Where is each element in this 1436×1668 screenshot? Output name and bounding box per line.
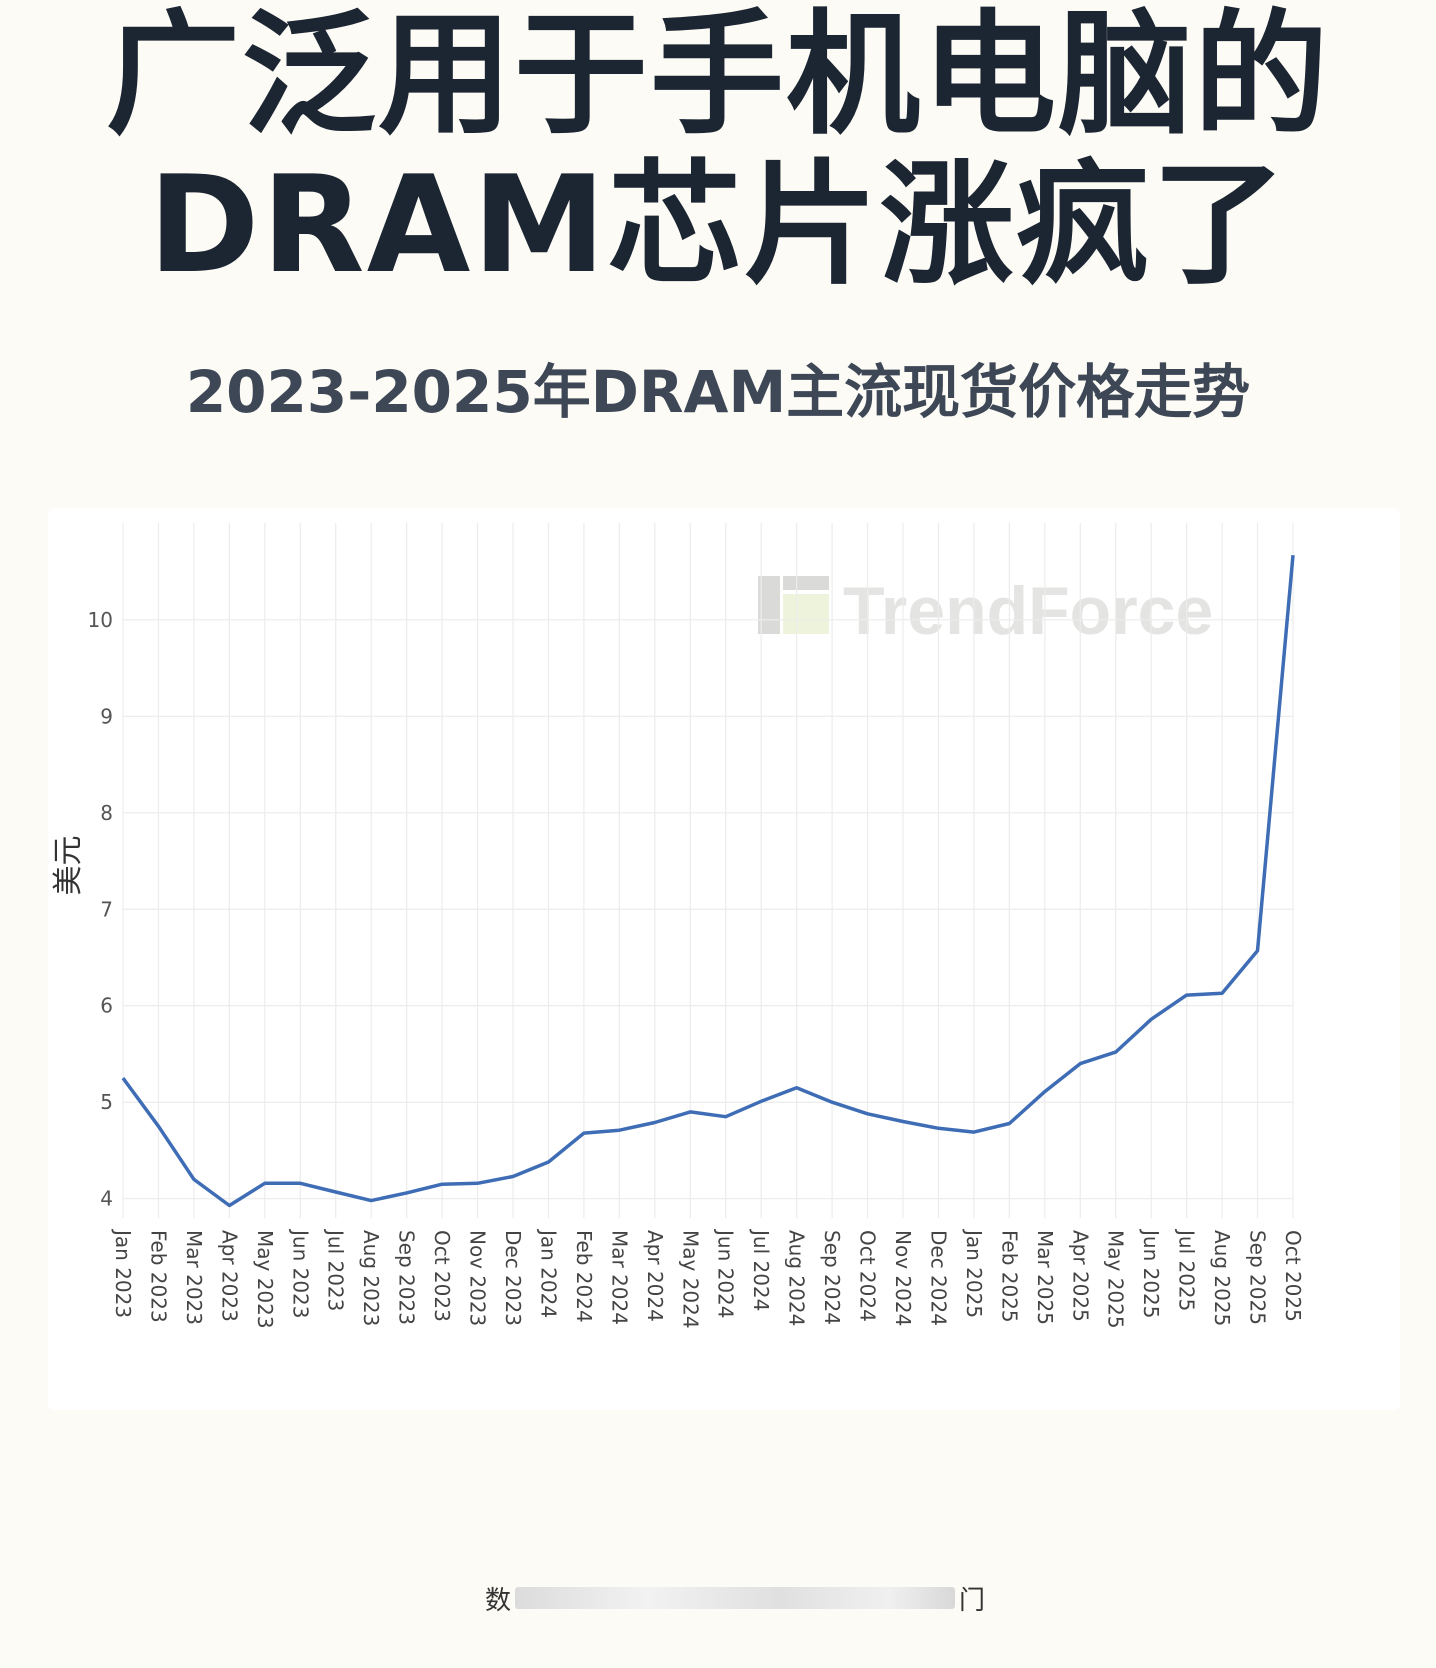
x-tick-label: Aug 2024 xyxy=(785,1230,809,1326)
headline-line-2: DRAM芯片涨疯了 xyxy=(148,147,1288,303)
footer-caption: 数 门 xyxy=(485,1578,985,1618)
x-tick-label: Jun 2024 xyxy=(714,1228,738,1319)
x-tick-label: Sep 2025 xyxy=(1246,1230,1270,1325)
x-tick-label: Oct 2024 xyxy=(856,1230,880,1322)
x-tick-label: May 2025 xyxy=(1104,1230,1128,1329)
x-tick-label: Sep 2023 xyxy=(395,1230,419,1325)
x-tick-label: Oct 2025 xyxy=(1281,1230,1305,1322)
x-tick-label: Nov 2023 xyxy=(466,1230,490,1326)
headline-line-1: 广泛用于手机电脑的 xyxy=(105,0,1330,153)
y-tick-label: 4 xyxy=(100,1187,113,1211)
x-tick-label: Jul 2025 xyxy=(1175,1228,1199,1311)
price-line-chart: TrendForce 4 5 6 7 8 9 10 Jan 2023 Feb 2023 Mar … xyxy=(51,523,1305,1329)
chart-card: TrendForce 4 5 6 7 8 9 10 Jan 2023 Feb 2023 Mar … xyxy=(48,508,1400,1410)
x-tick-label: Jan 2025 xyxy=(962,1228,986,1318)
y-tick-label: 5 xyxy=(100,1090,113,1114)
y-axis-label: 美元 xyxy=(51,836,86,896)
x-tick-label: Mar 2024 xyxy=(607,1230,631,1325)
x-tick-label: May 2024 xyxy=(678,1230,702,1329)
watermark-logo-bar-2 xyxy=(783,576,829,590)
chart-subtitle: 2023-2025年DRAM主流现货价格走势 xyxy=(185,358,1251,426)
y-tick-label: 7 xyxy=(100,897,113,921)
x-tick-label: Sep 2024 xyxy=(820,1230,844,1325)
y-tick-label: 9 xyxy=(100,704,113,728)
x-tick-label: Feb 2023 xyxy=(146,1230,170,1323)
x-tick-label: Feb 2024 xyxy=(572,1230,596,1323)
x-tick-label: Dec 2023 xyxy=(501,1230,525,1326)
x-tick-label: Mar 2023 xyxy=(182,1230,206,1325)
x-tick-label: Oct 2023 xyxy=(430,1230,454,1322)
x-axis-ticks: Jan 2023 Feb 2023 Mar 2023 Apr 2023 May 2023… xyxy=(111,1228,1305,1329)
x-tick-label: May 2023 xyxy=(253,1230,277,1329)
series-line xyxy=(121,555,1295,1208)
x-tick-label: Jun 2023 xyxy=(288,1228,312,1319)
y-axis-ticks: 4 5 6 7 8 9 10 xyxy=(88,608,113,1211)
x-tick-label: Apr 2023 xyxy=(217,1230,241,1322)
x-tick-label: Jan 2023 xyxy=(111,1228,135,1318)
x-tick-label: Aug 2023 xyxy=(359,1230,383,1326)
x-tick-label: Nov 2024 xyxy=(891,1230,915,1326)
x-tick-label: Jan 2024 xyxy=(536,1228,560,1318)
y-tick-label: 6 xyxy=(100,994,113,1018)
trendforce-watermark: TrendForce xyxy=(758,573,1213,649)
x-tick-label: Apr 2024 xyxy=(643,1230,667,1322)
x-tick-label: Feb 2025 xyxy=(997,1230,1021,1323)
x-tick-label: Aug 2025 xyxy=(1210,1230,1234,1326)
chart-grid xyxy=(122,523,1294,1218)
footer-left-char: 数 xyxy=(485,1585,512,1616)
x-tick-label: Apr 2025 xyxy=(1068,1230,1092,1322)
y-tick-label: 8 xyxy=(100,801,113,825)
y-tick-label: 10 xyxy=(88,608,113,632)
footer-right-char: 门 xyxy=(959,1585,986,1616)
x-tick-label: Jun 2025 xyxy=(1139,1228,1163,1319)
watermark-logo-block xyxy=(783,594,829,634)
x-tick-label: Dec 2024 xyxy=(926,1230,950,1326)
x-tick-label: Jul 2024 xyxy=(749,1228,773,1311)
blurred-caption xyxy=(515,1587,956,1609)
x-tick-label: Jul 2023 xyxy=(324,1228,348,1311)
x-tick-label: Mar 2025 xyxy=(1033,1230,1057,1325)
watermark-text: TrendForce xyxy=(843,573,1213,649)
